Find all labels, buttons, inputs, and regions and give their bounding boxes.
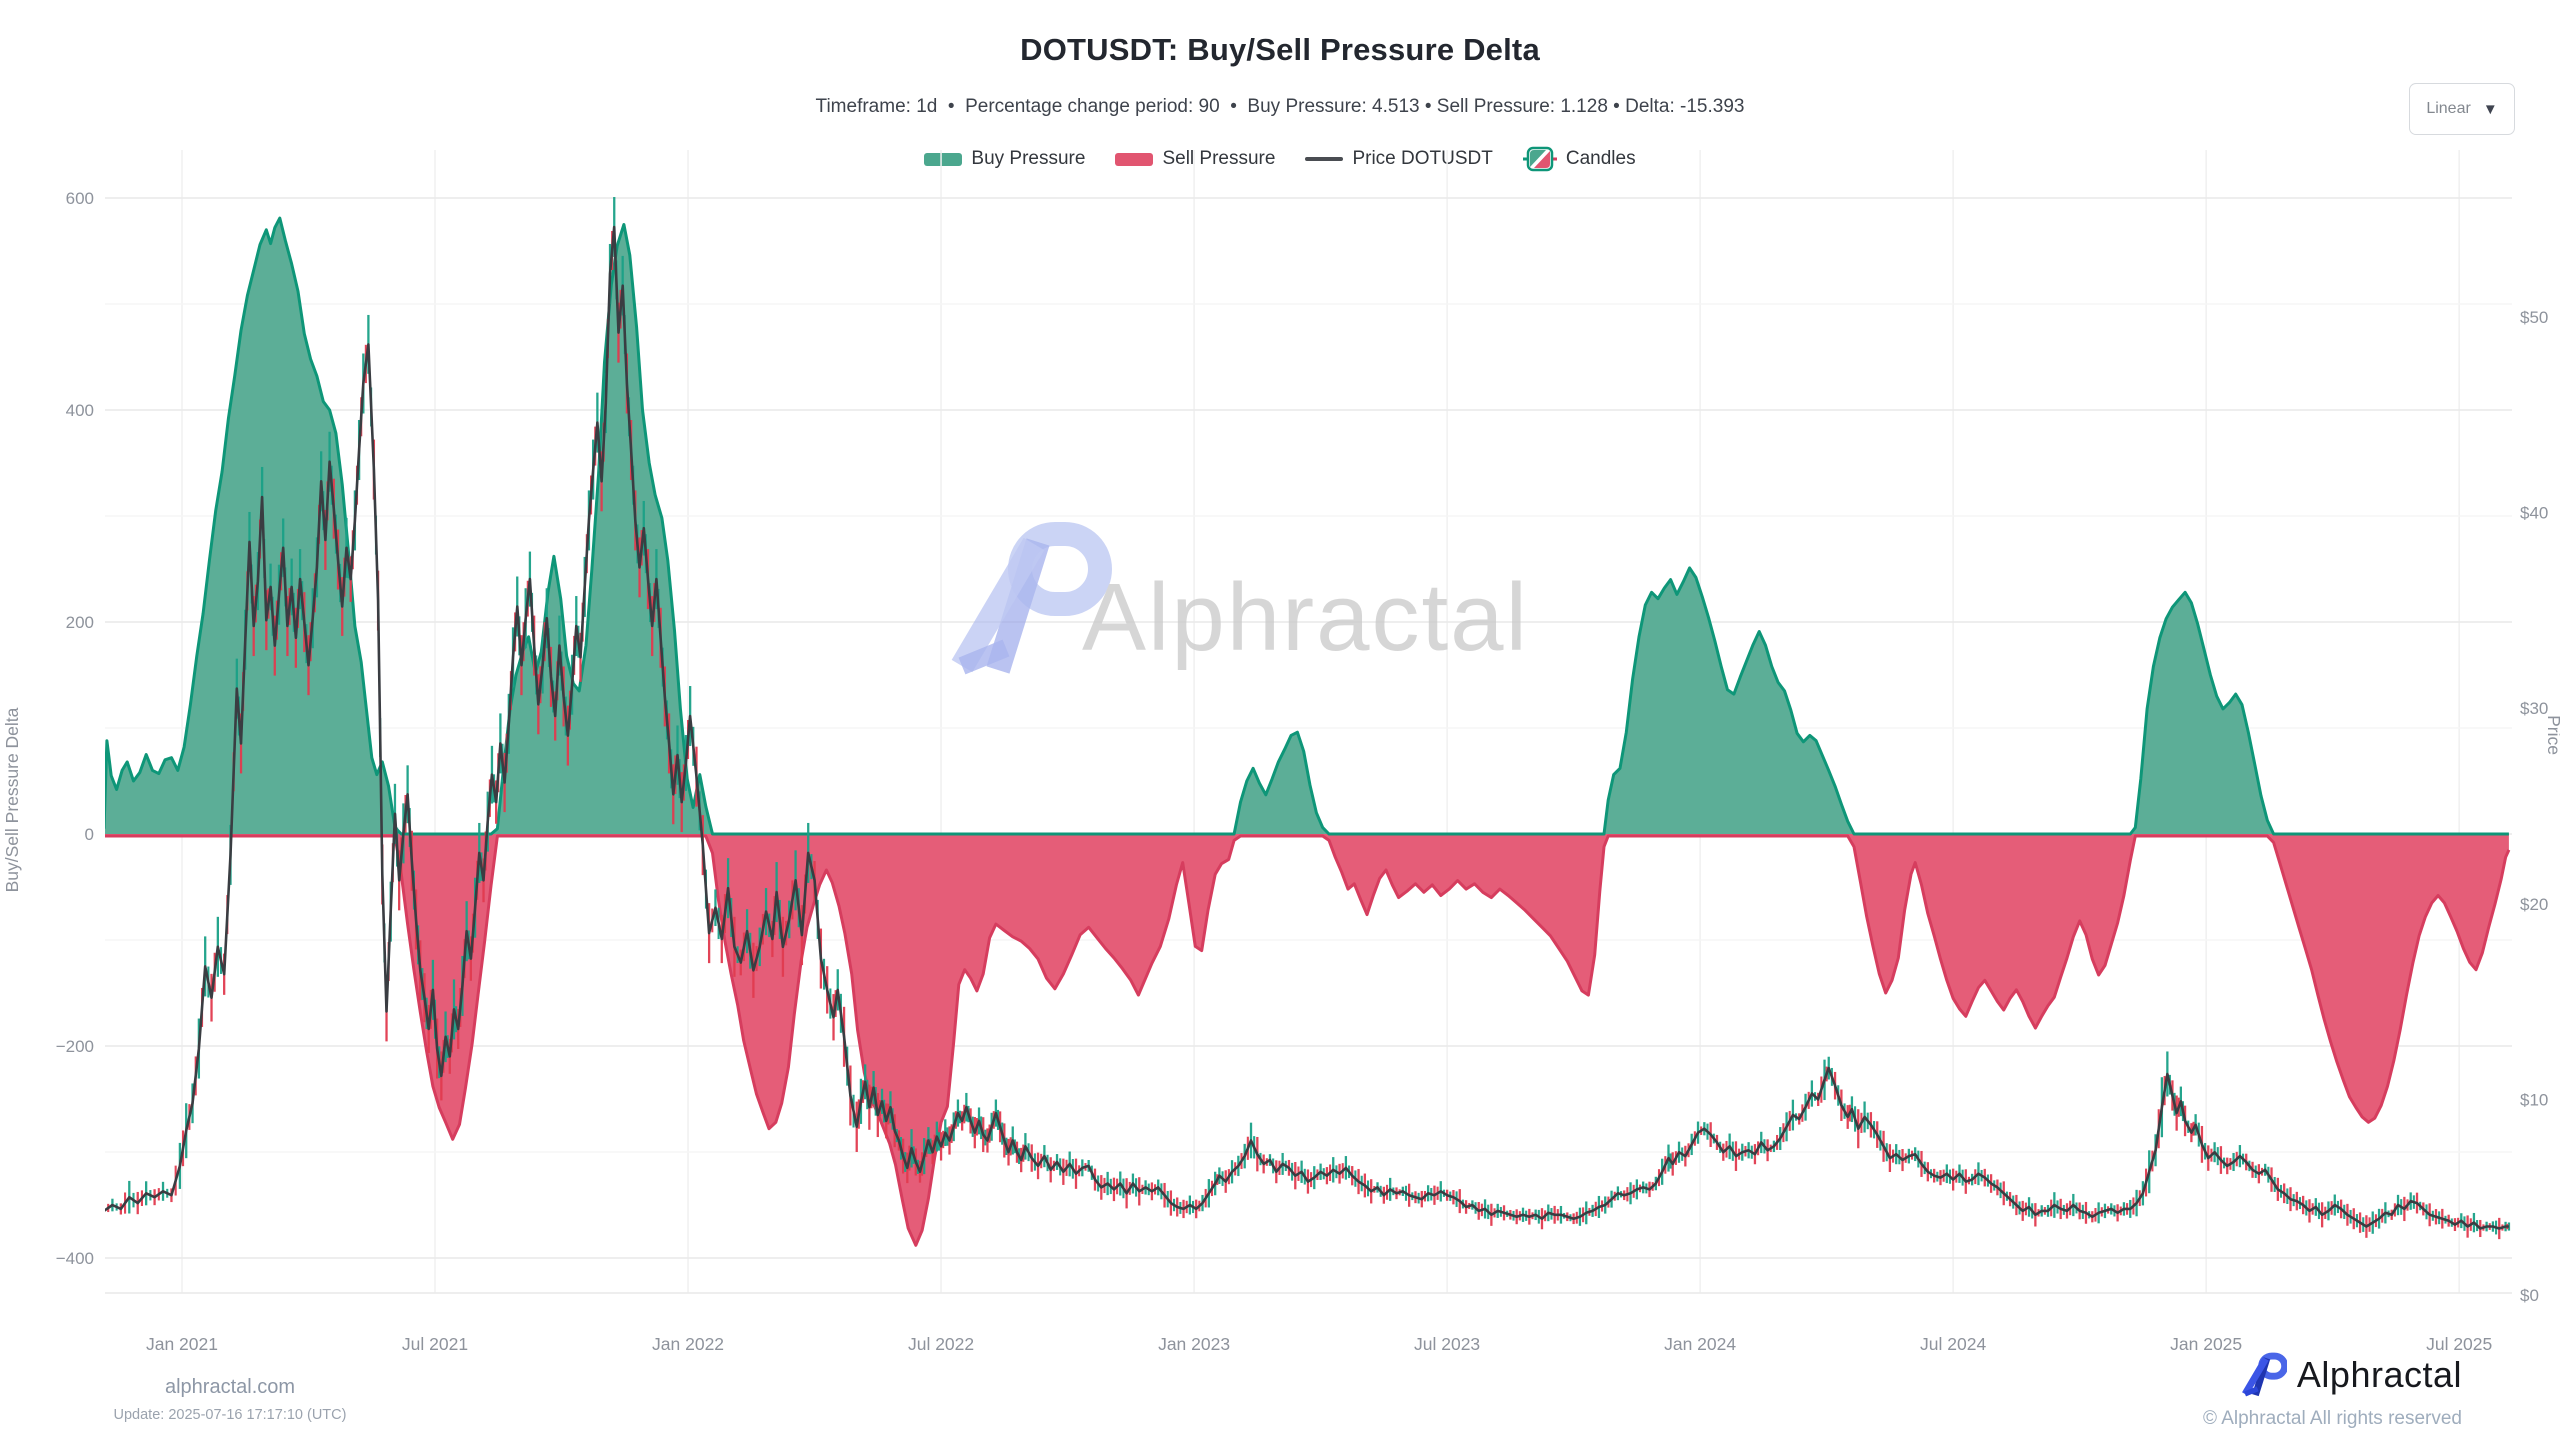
alphractal-logo-icon <box>2241 1352 2287 1397</box>
legend-item-label: Sell Pressure <box>1162 148 1276 169</box>
copyright-text: © Alphractal All rights reserved <box>2202 1408 2462 1429</box>
legend-item-label: Candles <box>1565 148 1636 169</box>
y-axis-tick-left: 0 <box>85 825 94 844</box>
y-axis-tick-right: $0 <box>2520 1286 2539 1305</box>
watermark: Alphractal <box>951 522 1529 675</box>
legend-item-label: Price DOTUSDT <box>1352 148 1493 169</box>
chart-legend: Buy Pressure Sell Pressure Price DOTUSDT Ca… <box>0 146 2560 172</box>
left-axis-title: Buy/Sell Pressure Delta <box>2 707 22 892</box>
x-axis-tick: Jul 2023 <box>1414 1334 1480 1354</box>
y-axis-tick-left: 400 <box>66 401 94 420</box>
x-axis-tick: Jul 2021 <box>402 1334 468 1354</box>
legend-item-buy-pressure[interactable]: Buy Pressure <box>924 148 1085 170</box>
y-axis-tick-right: $40 <box>2520 504 2548 523</box>
y-axis-tick-left: 600 <box>66 189 94 208</box>
buy-pressure-line <box>105 216 2509 836</box>
price-line <box>105 225 2509 1230</box>
legend-item-sell-pressure[interactable]: Sell Pressure <box>1115 148 1275 170</box>
y-axis-tick-left: 200 <box>66 613 94 632</box>
candles-icon <box>1522 146 1557 172</box>
chevron-down-icon: ▼ <box>2482 100 2498 118</box>
y-axis-tick-right: $20 <box>2520 895 2548 914</box>
y-axis-tick-right: $30 <box>2520 699 2548 718</box>
watermark-alphractal-logo <box>951 522 1112 675</box>
x-axis-tick: Jan 2023 <box>1158 1334 1230 1354</box>
sell-pressure-swatch <box>1115 152 1154 166</box>
y-axis-tick-left: −200 <box>56 1037 94 1056</box>
sell-pressure-line <box>105 834 2511 1247</box>
axis-labels: 600 400 200 0 −200 −400 $50 $40 $30 $20 $10 $0 Jan 2… <box>2 189 2560 1354</box>
y-axis-tick-right: $10 <box>2520 1090 2548 1109</box>
brand-wordmark: Alphractal <box>2296 1354 2462 1395</box>
buy-pressure-area <box>105 218 2509 834</box>
legend-item-price-dotusdt[interactable]: Price DOTUSDT <box>1305 148 1493 170</box>
scale-selector-value: Linear <box>2426 100 2471 117</box>
price-line-swatch <box>1305 157 1344 161</box>
legend-item-label: Buy Pressure <box>971 148 1086 169</box>
update-timestamp: Update: 2025-07-16 17:17:10 (UTC) <box>113 1407 347 1423</box>
x-axis-tick: Jan 2025 <box>2170 1334 2242 1354</box>
y-axis-tick-right: $50 <box>2520 308 2548 327</box>
chart-subtitle-stats: Timeframe: 1d • Percentage change period… <box>815 96 1745 117</box>
x-axis-tick: Jul 2022 <box>908 1334 974 1354</box>
watermark-text: Alphractal <box>1082 564 1529 671</box>
right-axis-title: Price <box>2544 715 2560 755</box>
x-axis-tick: Jul 2025 <box>2426 1334 2492 1354</box>
y-axis-tick-left: −400 <box>56 1249 94 1268</box>
x-axis-tick: Jan 2022 <box>652 1334 724 1354</box>
x-axis-tick: Jul 2024 <box>1920 1334 1986 1354</box>
x-axis-tick: Jan 2021 <box>146 1334 218 1354</box>
alphractal-site-link[interactable]: alphractal.com <box>164 1376 296 1398</box>
brand-footer: Alphractal <box>2241 1352 2462 1398</box>
page-title: DOTUSDT: Buy/Sell Pressure Delta <box>1020 32 1540 67</box>
legend-item-candles[interactable]: Candles <box>1522 146 1636 172</box>
scale-selector-dropdown[interactable]: Linear ▼ <box>2409 83 2515 135</box>
x-axis-tick: Jan 2024 <box>1664 1334 1736 1354</box>
buy-pressure-swatch <box>924 152 963 166</box>
